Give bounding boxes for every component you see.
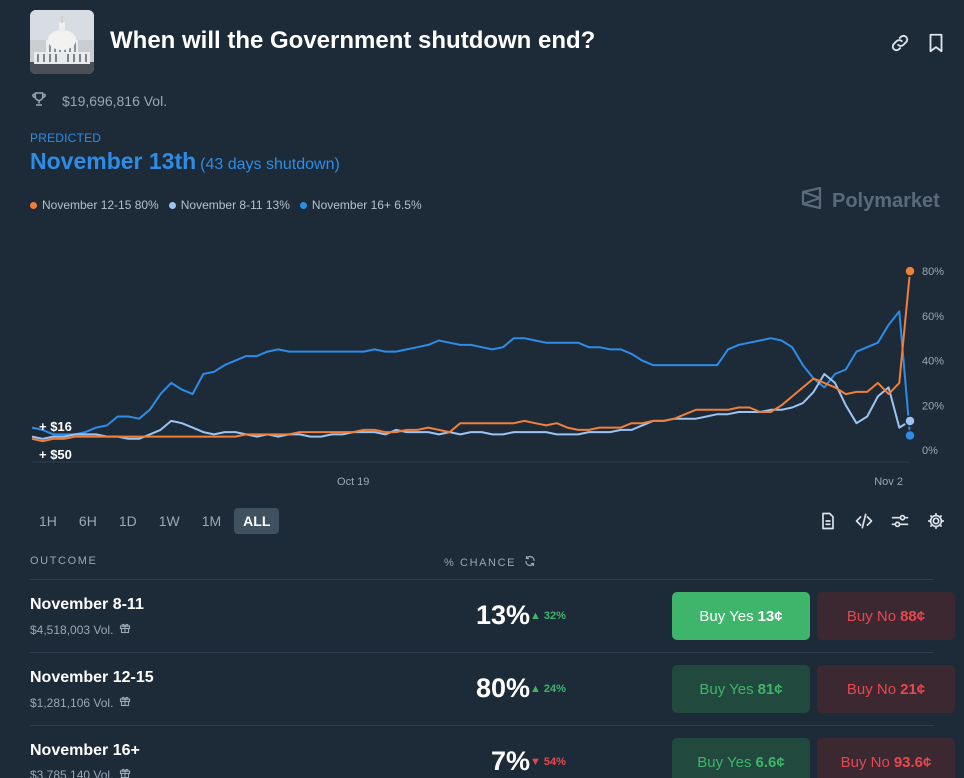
outcome-chance: 7% [490, 746, 530, 776]
gear-icon[interactable] [926, 511, 946, 531]
buy-yes-button[interactable]: Buy Yes 13¢ [672, 592, 810, 640]
refresh-icon[interactable] [524, 555, 536, 570]
outcome-volume-text: $1,281,106 Vol. [30, 695, 114, 710]
series-endpoint-0 [904, 265, 916, 277]
arrow-down-icon: ▼ [530, 756, 541, 768]
chance-delta: ▲ 32% [530, 610, 566, 622]
y-tick-label: 60% [922, 311, 944, 323]
series-endpoint-1 [904, 415, 916, 427]
outcome-chance: 80% [475, 673, 530, 703]
document-icon[interactable] [818, 511, 838, 531]
buy-no-label: Buy No [840, 753, 890, 771]
buy-no-price: 88¢ [900, 607, 926, 625]
outcome-volume: $3,785,140 Vol. [30, 767, 131, 778]
buy-yes-button[interactable]: Buy Yes 81¢ [672, 665, 810, 713]
range-button-6h[interactable]: 6H [78, 513, 97, 529]
chance-delta-value: 32% [543, 610, 566, 622]
outcome-name: November 8-11 [30, 596, 144, 613]
chart-annotation: + $16 [39, 419, 72, 434]
outcome-name: November 16+ [30, 742, 140, 759]
series-line-2 [31, 310, 911, 436]
brand-name: Polymarket [832, 189, 940, 212]
x-tick-label: Nov 2 [874, 476, 903, 488]
series-endpoint-2 [904, 429, 916, 442]
legend-dot [30, 201, 37, 209]
legend-dot [299, 201, 307, 209]
x-tick-label: Oct 19 [337, 476, 369, 488]
legend-item: November 8-11 13% [168, 198, 290, 212]
buy-no-label: Buy No [846, 607, 897, 625]
buy-yes-label: Buy Yes [697, 753, 752, 771]
price-chart[interactable]: 0% 20% 40% 60% 80% Oct 19 Nov 2 + $16 + $50 [0, 230, 964, 500]
y-tick-label: 20% [922, 400, 944, 412]
buy-no-button[interactable]: Buy No 93.6¢ [817, 738, 955, 778]
arrow-up-icon: ▲ [530, 610, 541, 622]
buy-no-label: Buy No [846, 680, 897, 698]
buy-yes-label: Buy Yes [699, 680, 754, 698]
buy-no-button[interactable]: Buy No 88¢ [817, 592, 955, 640]
predicted-label: PREDICTED [30, 131, 102, 145]
code-icon[interactable] [854, 511, 874, 531]
y-tick-label: 40% [922, 356, 944, 368]
outcome-volume-text: $3,785,140 Vol. [30, 767, 114, 778]
link-icon[interactable] [889, 32, 911, 54]
legend-label: November 8-11 13% [180, 198, 290, 212]
sliders-icon[interactable] [890, 511, 910, 531]
buy-no-price: 21¢ [900, 680, 926, 698]
buy-yes-price: 13¢ [757, 607, 783, 625]
gift-icon[interactable] [119, 622, 131, 637]
chance-delta-value: 54% [543, 756, 566, 768]
legend-dot [168, 201, 176, 209]
predicted-value: November 13th (43 days shutdown) [30, 148, 340, 175]
range-button-1w[interactable]: 1W [158, 513, 180, 529]
polymarket-logo-icon [800, 186, 824, 216]
predicted-date: November 13th [30, 148, 197, 174]
chance-delta-value: 24% [543, 683, 566, 695]
outcome-name: November 12-15 [30, 669, 154, 686]
market-title: When will the Government shutdown end? [110, 27, 596, 54]
market-volume: $19,696,816 Vol. [30, 90, 167, 111]
table-divider [30, 579, 934, 580]
chance-delta: ▲ 24% [530, 683, 566, 695]
outcome-column-header: OUTCOME [30, 555, 98, 567]
y-tick-label: 80% [922, 266, 944, 278]
arrow-up-icon: ▲ [530, 683, 541, 695]
volume-text: $19,696,816 Vol. [62, 92, 168, 109]
buy-yes-price: 6.6¢ [755, 753, 785, 771]
trophy-icon [30, 90, 48, 111]
buy-yes-price: 81¢ [757, 680, 783, 698]
outcome-volume-text: $4,518,003 Vol. [30, 622, 114, 637]
range-button-all[interactable]: ALL [234, 508, 280, 534]
outcome-volume: $4,518,003 Vol. [30, 622, 131, 637]
y-tick-label: 0% [922, 445, 938, 457]
range-button-1h[interactable]: 1H [39, 513, 57, 529]
chart-legend: November 12-15 80% November 8-11 13% Novem… [30, 198, 422, 212]
market-thumbnail [30, 10, 94, 74]
predicted-sub: (43 days shutdown) [200, 156, 340, 173]
buy-no-button[interactable]: Buy No 21¢ [817, 665, 955, 713]
range-button-1m[interactable]: 1M [201, 513, 222, 529]
polymarket-logo: Polymarket [800, 186, 940, 216]
outcome-chance: 13% [475, 600, 530, 630]
chart-annotation: + $50 [39, 447, 72, 462]
gift-icon[interactable] [119, 767, 131, 778]
range-button-1d[interactable]: 1D [118, 513, 137, 529]
legend-item: November 16+ 6.5% [299, 198, 422, 212]
chance-column-header: % CHANCE [444, 555, 536, 570]
legend-label: November 16+ 6.5% [311, 198, 422, 212]
buy-no-price: 93.6¢ [893, 753, 932, 771]
buy-yes-button[interactable]: Buy Yes 6.6¢ [672, 738, 810, 778]
legend-label: November 12-15 80% [42, 198, 159, 212]
buy-yes-label: Buy Yes [699, 607, 754, 625]
bookmark-icon[interactable] [925, 32, 947, 54]
table-divider [30, 725, 934, 726]
chance-header-label: % CHANCE [444, 556, 517, 569]
time-range-selector: 1H 6H 1D 1W 1M ALL [30, 508, 280, 534]
chance-delta: ▼ 54% [530, 756, 566, 768]
table-divider [30, 652, 934, 653]
legend-item: November 12-15 80% [30, 198, 159, 212]
series-line-0 [31, 271, 911, 443]
gift-icon[interactable] [119, 695, 131, 710]
outcome-volume: $1,281,106 Vol. [30, 695, 131, 710]
